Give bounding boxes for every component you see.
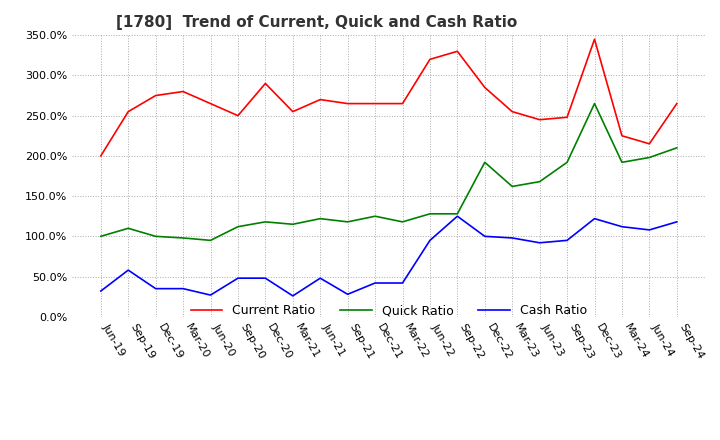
Current Ratio [179, 89, 187, 94]
Cash Ratio [590, 216, 599, 221]
Text: [1780]  Trend of Current, Quick and Cash Ratio: [1780] Trend of Current, Quick and Cash … [117, 15, 518, 30]
Current Ratio [398, 101, 407, 106]
Current Ratio [590, 37, 599, 42]
Quick Ratio [316, 216, 325, 221]
Current Ratio [453, 49, 462, 54]
Cash Ratio [371, 280, 379, 286]
Current Ratio [206, 101, 215, 106]
Current Ratio [261, 81, 270, 86]
Quick Ratio [151, 234, 160, 239]
Quick Ratio [398, 219, 407, 224]
Cash Ratio [261, 275, 270, 281]
Current Ratio [645, 141, 654, 147]
Quick Ratio [124, 226, 132, 231]
Current Ratio [233, 113, 242, 118]
Quick Ratio [453, 211, 462, 216]
Current Ratio [96, 153, 105, 158]
Quick Ratio [343, 219, 352, 224]
Line: Current Ratio: Current Ratio [101, 39, 677, 156]
Cash Ratio [536, 240, 544, 246]
Quick Ratio [96, 234, 105, 239]
Cash Ratio [618, 224, 626, 229]
Current Ratio [618, 133, 626, 139]
Cash Ratio [508, 235, 516, 241]
Legend: Current Ratio, Quick Ratio, Cash Ratio: Current Ratio, Quick Ratio, Cash Ratio [186, 300, 592, 323]
Current Ratio [316, 97, 325, 102]
Current Ratio [536, 117, 544, 122]
Cash Ratio [206, 293, 215, 298]
Current Ratio [151, 93, 160, 98]
Current Ratio [480, 85, 489, 90]
Quick Ratio [179, 235, 187, 241]
Cash Ratio [480, 234, 489, 239]
Quick Ratio [672, 145, 681, 150]
Cash Ratio [233, 275, 242, 281]
Cash Ratio [124, 268, 132, 273]
Cash Ratio [343, 292, 352, 297]
Current Ratio [343, 101, 352, 106]
Cash Ratio [96, 288, 105, 293]
Line: Quick Ratio: Quick Ratio [101, 103, 677, 240]
Current Ratio [563, 115, 572, 120]
Cash Ratio [453, 213, 462, 219]
Cash Ratio [398, 280, 407, 286]
Cash Ratio [289, 293, 297, 298]
Cash Ratio [645, 227, 654, 233]
Cash Ratio [316, 275, 325, 281]
Quick Ratio [590, 101, 599, 106]
Current Ratio [124, 109, 132, 114]
Cash Ratio [151, 286, 160, 291]
Quick Ratio [233, 224, 242, 229]
Cash Ratio [179, 286, 187, 291]
Current Ratio [426, 57, 434, 62]
Quick Ratio [645, 155, 654, 160]
Current Ratio [289, 109, 297, 114]
Quick Ratio [480, 160, 489, 165]
Quick Ratio [426, 211, 434, 216]
Cash Ratio [563, 238, 572, 243]
Cash Ratio [672, 219, 681, 224]
Current Ratio [672, 101, 681, 106]
Current Ratio [508, 109, 516, 114]
Quick Ratio [289, 222, 297, 227]
Quick Ratio [261, 219, 270, 224]
Quick Ratio [563, 160, 572, 165]
Line: Cash Ratio: Cash Ratio [101, 216, 677, 296]
Quick Ratio [618, 160, 626, 165]
Cash Ratio [426, 238, 434, 243]
Current Ratio [371, 101, 379, 106]
Quick Ratio [371, 213, 379, 219]
Quick Ratio [536, 179, 544, 184]
Quick Ratio [508, 184, 516, 189]
Quick Ratio [206, 238, 215, 243]
